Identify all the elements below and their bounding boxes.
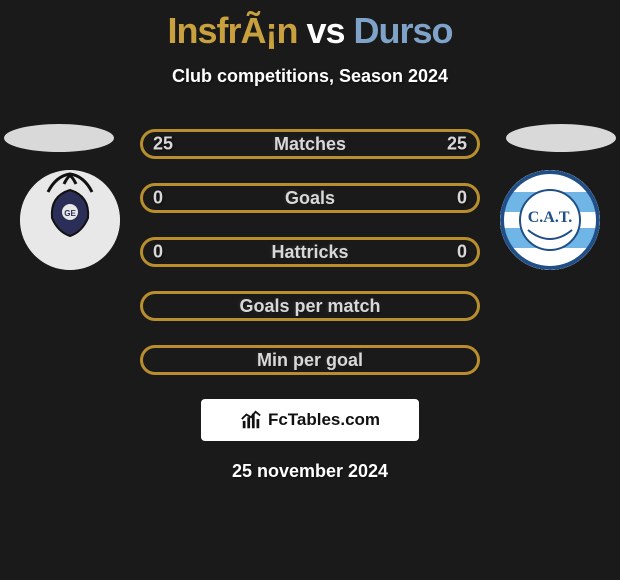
stat-label: Min per goal — [257, 350, 363, 371]
stat-label: Matches — [274, 134, 346, 155]
comparison-card: InsfrÃ¡n vs Durso Club competitions, Sea… — [0, 0, 620, 580]
title-player2: Durso — [354, 10, 453, 51]
stat-row: Min per goal — [140, 345, 480, 375]
svg-text:GE: GE — [64, 209, 76, 218]
stat-value-right: 25 — [447, 134, 467, 155]
brand-box[interactable]: FcTables.com — [201, 399, 419, 441]
team-crest-right: C.A.T. — [500, 170, 600, 270]
title-player1: InsfrÃ¡n — [167, 10, 297, 51]
stat-value-right: 0 — [457, 242, 467, 263]
stat-label: Goals — [285, 188, 335, 209]
stat-label: Hattricks — [271, 242, 348, 263]
footer-date: 25 november 2024 — [0, 461, 620, 482]
player-marker-left — [4, 124, 114, 152]
player-marker-right — [506, 124, 616, 152]
stat-label: Goals per match — [239, 296, 380, 317]
title-vs: vs — [297, 10, 353, 51]
page-title: InsfrÃ¡n vs Durso — [0, 0, 620, 52]
stat-row: 25 Matches 25 — [140, 129, 480, 159]
subtitle: Club competitions, Season 2024 — [0, 66, 620, 87]
stat-row: 0 Hattricks 0 — [140, 237, 480, 267]
stat-row: Goals per match — [140, 291, 480, 321]
stat-value-right: 0 — [457, 188, 467, 209]
team-crest-left: GE — [20, 170, 120, 270]
chart-icon — [240, 409, 262, 431]
stat-value-left: 0 — [153, 242, 163, 263]
stat-value-left: 0 — [153, 188, 163, 209]
brand-text: FcTables.com — [268, 410, 380, 430]
stat-value-left: 25 — [153, 134, 173, 155]
stat-row: 0 Goals 0 — [140, 183, 480, 213]
svg-text:C.A.T.: C.A.T. — [528, 209, 573, 226]
